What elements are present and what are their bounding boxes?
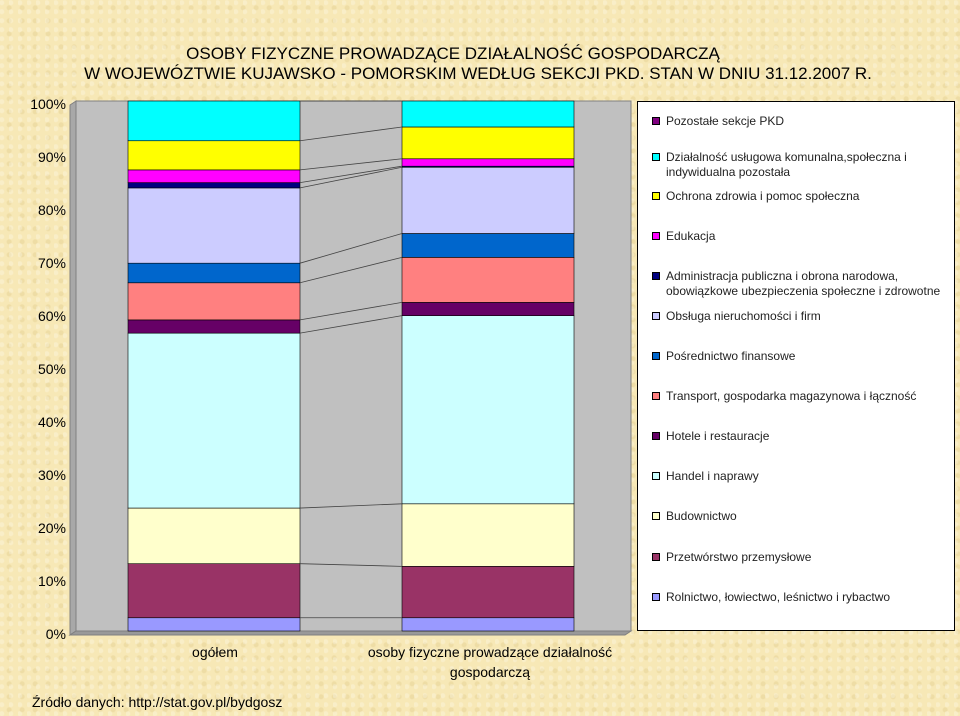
bar-segment <box>401 503 575 567</box>
series-connector <box>299 165 403 184</box>
bar-segment <box>401 617 575 632</box>
y-tick-label: 60% <box>38 308 66 324</box>
legend-item: Pozostałe sekcje PKD <box>652 114 947 129</box>
legend-label: Pośrednictwo finansowe <box>666 349 796 363</box>
series-connector <box>299 126 403 142</box>
bar-segment <box>127 187 301 264</box>
bar-segment <box>127 507 301 564</box>
bar-segment <box>127 282 301 321</box>
category-label-ogolem: ogółem <box>192 644 238 660</box>
legend-item: Pośrednictwo finansowe <box>652 349 947 364</box>
legend-item: Hotele i restauracje <box>652 429 947 444</box>
bar-segment <box>401 566 575 619</box>
y-tick-label: 70% <box>38 255 66 271</box>
bar-segment <box>127 617 301 632</box>
bar-segment <box>127 100 301 142</box>
y-tick-label: 90% <box>38 149 66 165</box>
bar-segment <box>401 166 575 234</box>
legend-item: Budownictwo <box>652 509 947 524</box>
legend-item: Transport, gospodarka magazynowa i łączn… <box>652 389 947 404</box>
legend-item: Handel i naprawy <box>652 469 947 484</box>
legend-swatch <box>652 117 660 125</box>
legend-item: Edukacja <box>652 229 947 244</box>
legend-swatch <box>652 432 660 440</box>
legend-item: Przetwórstwo przemysłowe <box>652 550 947 565</box>
plot-wall <box>69 100 77 636</box>
y-tick-label: 10% <box>38 573 66 589</box>
bar-segment <box>401 257 575 303</box>
legend-label: Hotele i restauracje <box>666 429 770 443</box>
y-tick-label: 50% <box>38 361 66 377</box>
category-label-osoby-fizyczne: osoby fizyczne prowadzące działalność go… <box>367 644 613 680</box>
series-connector <box>299 166 403 189</box>
bar-segment <box>127 332 301 509</box>
legend-label: Rolnictwo, łowiectwo, leśnictwo i rybact… <box>666 590 891 604</box>
bar-segment <box>127 169 301 183</box>
legend-label: Budownictwo <box>666 509 737 523</box>
bar-segment <box>401 158 575 167</box>
bar-segment <box>127 319 301 334</box>
legend-swatch <box>652 593 660 601</box>
legend-label: Handel i naprawy <box>666 469 759 483</box>
legend-item: Rolnictwo, łowiectwo, leśnictwo i rybact… <box>652 590 947 605</box>
series-connector <box>299 563 403 567</box>
legend: Pozostałe sekcje PKD Działalność usługowa… <box>637 101 955 631</box>
bar-segment <box>127 563 301 619</box>
y-tick-label: 100% <box>30 96 66 112</box>
legend-label: Przetwórstwo przemysłowe <box>666 550 812 564</box>
bar-segment <box>127 262 301 284</box>
bar-segment <box>401 233 575 258</box>
legend-item: Administracja publiczna i obrona narodow… <box>652 269 947 299</box>
bar-segment <box>401 126 575 160</box>
legend-label: Administracja publiczna i obrona narodow… <box>666 269 941 298</box>
legend-label: Działalność usługowa komunalna,społeczna… <box>666 150 907 179</box>
bar-segment <box>127 182 301 189</box>
legend-label: Edukacja <box>666 229 716 243</box>
series-connector <box>299 256 403 284</box>
legend-label: Obsługa nieruchomości i firm <box>666 309 821 323</box>
bar-segment <box>127 140 301 171</box>
series-connector <box>299 315 403 334</box>
legend-label: Transport, gospodarka magazynowa i łączn… <box>666 389 917 403</box>
legend-swatch <box>652 553 660 561</box>
legend-swatch <box>652 352 660 360</box>
legend-swatch <box>652 192 660 200</box>
legend-swatch <box>652 312 660 320</box>
legend-item: Działalność usługowa komunalna,społeczna… <box>652 150 947 180</box>
source-note: Źródło danych: http://stat.gov.pl/bydgos… <box>32 694 283 710</box>
legend-label: Ochrona zdrowia i pomoc społeczna <box>666 189 860 203</box>
legend-swatch <box>652 512 660 520</box>
legend-swatch <box>652 392 660 400</box>
series-connector <box>299 302 403 321</box>
y-tick-label: 80% <box>38 202 66 218</box>
series-connector <box>299 158 403 171</box>
legend-swatch <box>652 272 660 280</box>
legend-label: Pozostałe sekcje PKD <box>666 114 785 128</box>
y-tick-label: 0% <box>46 626 66 642</box>
y-tick-label: 40% <box>38 414 66 430</box>
y-tick-label: 20% <box>38 520 66 536</box>
bar-segment <box>401 315 575 505</box>
legend-swatch <box>652 153 660 161</box>
legend-swatch <box>652 472 660 480</box>
legend-item: Obsługa nieruchomości i firm <box>652 309 947 324</box>
bar-segment <box>401 100 575 128</box>
y-tick-label: 30% <box>38 467 66 483</box>
legend-item: Ochrona zdrowia i pomoc społeczna <box>652 189 947 204</box>
bar-segment <box>401 302 575 316</box>
plot-floor <box>68 630 633 636</box>
series-connector <box>299 503 403 509</box>
legend-swatch <box>652 232 660 240</box>
series-connector <box>299 233 403 264</box>
